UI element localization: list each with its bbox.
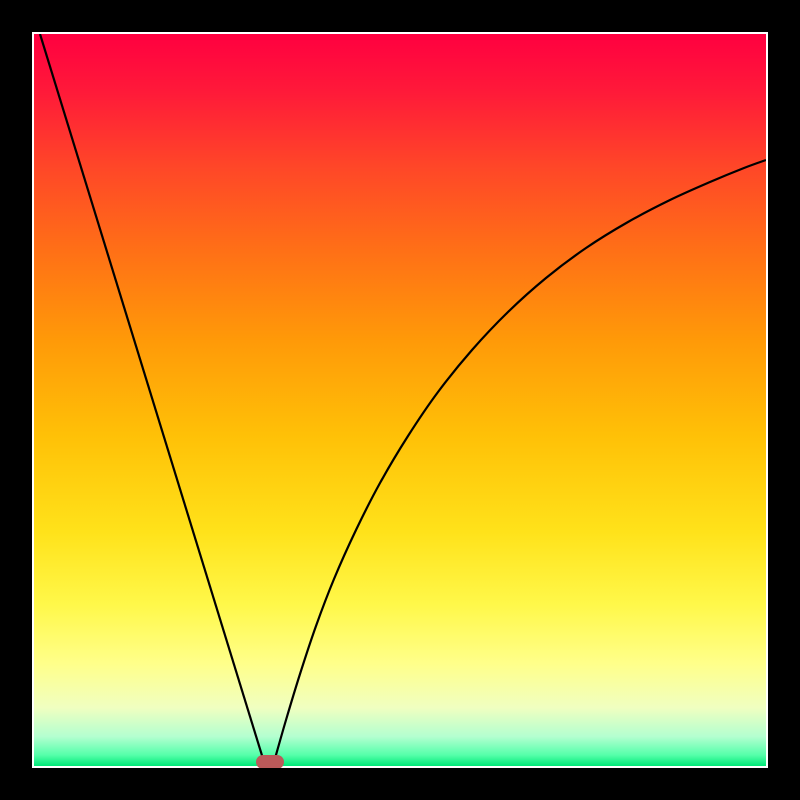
chart-border <box>0 0 800 800</box>
chart-container: TheBottleneck.com <box>0 0 800 800</box>
